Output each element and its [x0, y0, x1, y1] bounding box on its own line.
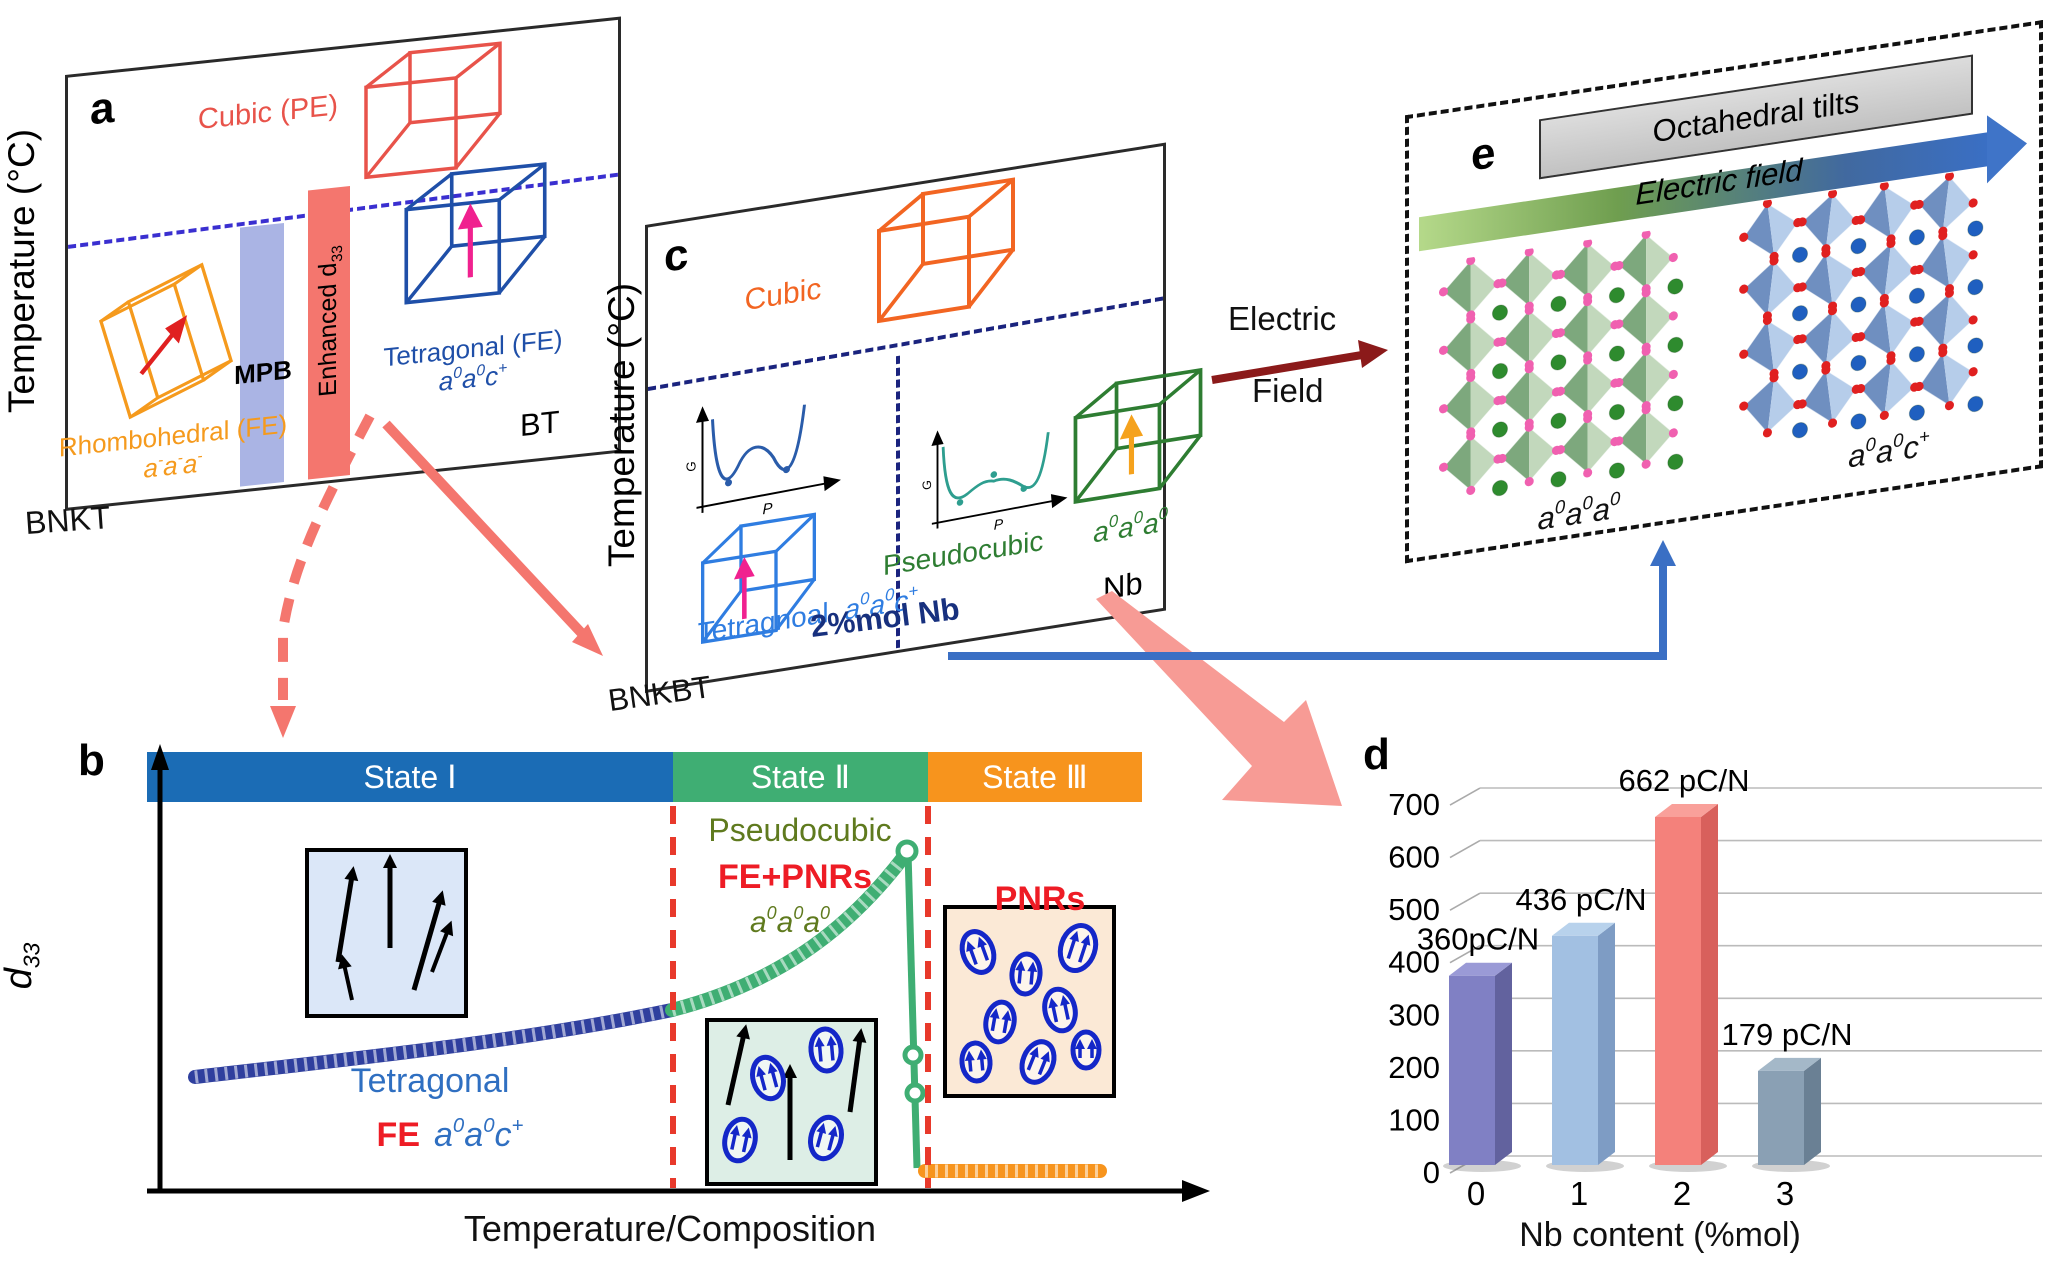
pseudocubic-cube-icon [1068, 357, 1208, 519]
bar-top [1449, 962, 1512, 976]
panel-b-label: b [78, 736, 105, 785]
panel-d-label: d [1363, 730, 1390, 779]
state-header-segment: State Ⅰ [147, 752, 673, 802]
bar-value-label: 360pC/N [1417, 922, 1539, 957]
state-header-segment: State Ⅲ [928, 752, 1142, 802]
double-well-potential-icon: G P [680, 373, 855, 536]
d-chart-category-label: 3 [1776, 1175, 1794, 1212]
panel-c-phase-diagram: c Cubic G P [645, 142, 1203, 694]
svg-text:G: G [684, 460, 699, 472]
d-chart-ytick: 700 [1388, 787, 1440, 822]
state2-pseudocubic-label: Pseudocubic [708, 812, 892, 848]
enhanced-d33-label: Enhanced d33 [314, 244, 346, 398]
bar-side [1804, 1057, 1821, 1165]
panel-a-label: a [90, 82, 115, 135]
state2-fe-pnrs-label: FE+PNRs [718, 858, 872, 896]
panel-d-x-axis-label: Nb content (%mol) [1519, 1216, 1801, 1254]
d-chart-category-label: 1 [1570, 1175, 1588, 1212]
panel-e-label: e [1471, 127, 1496, 181]
bar-front [1552, 935, 1598, 1165]
tetragonal-cube-icon [696, 506, 821, 653]
panel-c-y-axis-label: Temperature (°C) [601, 282, 642, 568]
octahedral-tilts-label: Octahedral tilts [1652, 83, 1860, 150]
bar-side [1701, 803, 1718, 1165]
tilted-octahedra-lattice-icon [1739, 166, 1994, 461]
bar-top [1655, 803, 1718, 817]
cubic-pe-label: Cubic (PE) [197, 89, 339, 137]
pnrs-inset [943, 905, 1116, 1098]
state2-tilt-label: a0a0a0 [749, 903, 831, 939]
bar-front [1655, 816, 1701, 1165]
state-header-bar: State Ⅰ State Ⅱ State Ⅲ [147, 752, 1142, 802]
rhombohedral-cell-icon [86, 251, 246, 438]
cubic-cube-icon [866, 170, 1026, 335]
tetragonal-cube-icon [398, 155, 553, 316]
d-chart-category-label: 0 [1467, 1175, 1485, 1212]
bar-side [1598, 922, 1615, 1165]
untilted-octahedra-lattice-icon [1438, 224, 1694, 519]
d-chart-ytick: 300 [1388, 997, 1440, 1032]
bar-top [1552, 922, 1615, 936]
panel-b-y-axis-label: d33 [0, 942, 45, 990]
bar-side [1495, 962, 1512, 1165]
bar-front [1758, 1070, 1804, 1165]
state1-tilt-label: a0a0c+ [434, 1114, 524, 1154]
panel-a-phase-diagram: a Cubic (PE) MPB Enhanced d33 Rhombohedr… [59, 16, 621, 512]
d-chart-ytick: 600 [1388, 840, 1440, 875]
panel-e-structure-schematic: e Octahedral tilts Electric field a0a0a0… [1405, 20, 2043, 564]
electric-field-arrow-label-line2: Field [1252, 372, 1324, 409]
state1-fe-label: FE [376, 1116, 420, 1154]
svg-text:P: P [763, 500, 773, 518]
svg-text:G: G [920, 479, 934, 491]
ferroelectric-domains-inset [305, 848, 468, 1018]
nb-endmember-label: Nb [1103, 565, 1143, 607]
d-chart-ytick: 200 [1388, 1050, 1440, 1085]
d-chart-ytick: 500 [1388, 892, 1440, 927]
cubic-label: Cubic [744, 272, 822, 318]
bt-endmember-label: BT [520, 404, 560, 444]
electric-field-arrow-label-line1: Electric [1228, 300, 1337, 337]
d-chart-ytick: 100 [1388, 1102, 1440, 1137]
bar-front [1449, 975, 1495, 1165]
svg-text:P: P [994, 516, 1004, 533]
state1-tetragonal-label: Tetragonal [350, 1062, 510, 1100]
state-header-segment: State Ⅱ [673, 752, 928, 802]
panel-a-y-axis-label: Temperature (°C) [1, 128, 42, 414]
d33-bar-chart: 0 100 200 300 400 500 600 700 360pC/N 0 436 pC/N 1 6… [1388, 763, 2042, 1212]
panel-c-label: c [664, 229, 689, 282]
state1-fe-row: FE a0a0c+ [330, 1114, 570, 1155]
d-chart-category-label: 2 [1673, 1175, 1691, 1212]
bnkt-endmember-label: BNKT [23, 499, 112, 541]
bar-value-label: 436 pC/N [1516, 882, 1647, 917]
bnkbt-endmember-label: BNKBT [605, 668, 714, 719]
bar-value-label: 179 pC/N [1722, 1017, 1853, 1052]
cubic-pe-cube-icon [358, 34, 508, 190]
state3-pnrs-label: PNRs [994, 880, 1086, 918]
d-chart-ytick: 0 [1423, 1155, 1440, 1190]
flat-well-potential-icon: G P [916, 397, 1081, 550]
d-chart-ytick: 400 [1388, 945, 1440, 980]
fe-plus-pnrs-inset [705, 1018, 878, 1186]
bar-value-label: 662 pC/N [1619, 763, 1750, 798]
bar-top [1758, 1057, 1821, 1071]
panel-b-x-axis-label: Temperature/Composition [463, 1208, 877, 1249]
